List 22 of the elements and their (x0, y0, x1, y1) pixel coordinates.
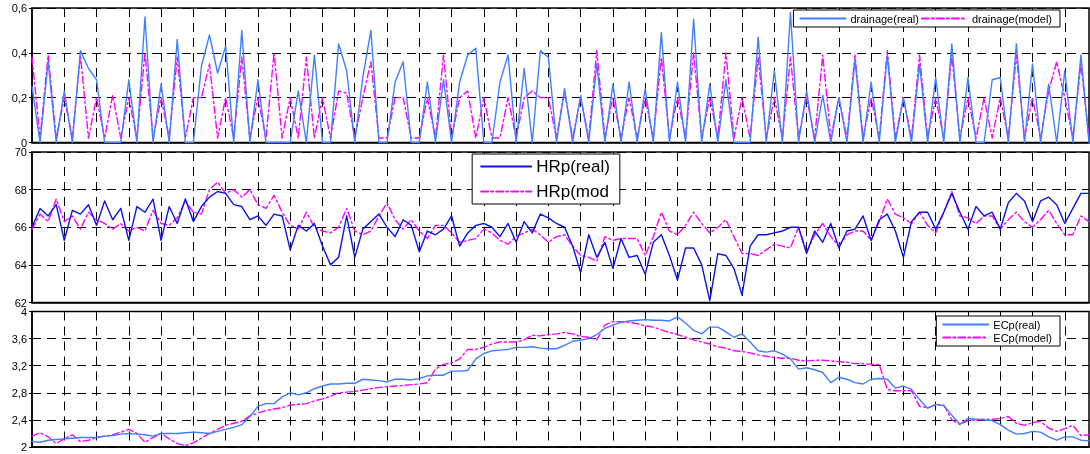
y-tick-label: 0,4 (11, 46, 27, 59)
y-tick-label: 2 (20, 441, 27, 453)
y-tick-label: 3,2 (11, 359, 27, 372)
legend-label: HRp(real) (536, 157, 610, 176)
y-tick-label: 0,6 (11, 2, 27, 14)
legend-label: ECp(model) (993, 331, 1052, 344)
y-tick-label: 70 (14, 146, 27, 158)
y-tick-label: 0,2 (11, 91, 27, 104)
y-tick-label: 2,4 (11, 413, 27, 426)
y-tick-label: 0 (20, 136, 27, 149)
legend-label: drainage(model) (971, 12, 1053, 25)
line-series (31, 11, 1090, 144)
y-tick-label: 68 (14, 183, 27, 196)
y-tick-label: 3,6 (11, 332, 27, 345)
legend-label: HRp(mod (536, 182, 609, 201)
line-series (31, 49, 1090, 139)
legend-label: ECp(real) (993, 318, 1041, 331)
legend-label: drainage(real) (850, 12, 919, 25)
line-series (31, 181, 1090, 262)
y-tick-label: 64 (14, 258, 27, 271)
y-tick-label: 2,8 (11, 386, 27, 399)
y-tick-label: 66 (14, 221, 27, 234)
